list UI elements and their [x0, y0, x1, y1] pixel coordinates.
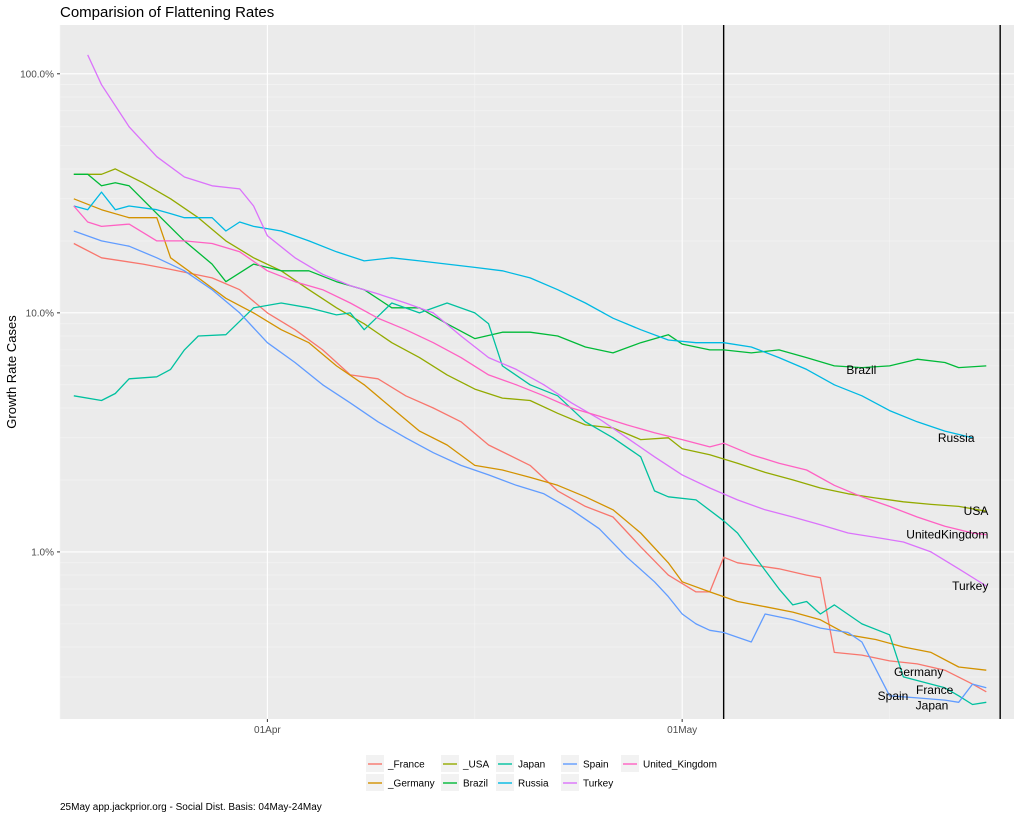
legend-label: Brazil — [463, 779, 488, 790]
chart-title: Comparision of Flattening Rates — [60, 4, 274, 21]
y-axis-title: Growth Rate Cases — [4, 315, 19, 429]
series-line-usa — [73, 168, 987, 512]
y-axis-ticks: 1.0% 10.0% 100.0% — [20, 69, 60, 558]
legend-label: Spain — [583, 760, 609, 771]
end-label-brazil: Brazil — [846, 363, 876, 377]
legend-label: Russia — [518, 779, 549, 790]
end-label-spain: Spain — [878, 689, 909, 703]
caption: 25May app.jackprior.org - Social Dist. B… — [60, 802, 322, 813]
legend-label: _USA — [462, 760, 489, 771]
end-label-unitedkingdom: UnitedKingdom — [906, 528, 988, 542]
x-tick-label: 01Apr — [254, 725, 281, 736]
series-line-russia — [73, 191, 973, 439]
end-label-turkey: Turkey — [952, 579, 988, 593]
series-line-spain — [73, 230, 987, 703]
reference-vlines — [722, 25, 1001, 719]
series-end-labels: France Germany USA Brazil Japan Russia Spain Tu… — [846, 363, 988, 712]
series-lines — [73, 54, 987, 706]
plot-panel — [60, 25, 1014, 719]
y-tick-label: 10.0% — [26, 308, 54, 319]
end-label-germany: Germany — [894, 665, 943, 679]
end-label-japan: Japan — [916, 698, 949, 712]
gridlines — [59, 25, 1014, 719]
y-tick-label: 100.0% — [20, 69, 54, 80]
series-line-france — [73, 242, 987, 693]
y-tick-label: 1.0% — [31, 547, 54, 558]
legend-label: Turkey — [583, 779, 613, 790]
series-line-germany — [73, 198, 987, 671]
end-label-russia: Russia — [938, 431, 975, 445]
x-axis-ticks: 01Apr 01May — [254, 719, 697, 736]
legend-label: Japan — [518, 760, 545, 771]
legend-label: _Germany — [387, 779, 435, 790]
x-tick-label: 01May — [667, 725, 697, 736]
legend: _France _Germany _USA Brazil Japan Russia Spai… — [366, 755, 717, 791]
end-label-france: France — [916, 683, 954, 697]
series-line-turkey — [87, 54, 987, 587]
end-label-usa: USA — [964, 504, 989, 518]
series-line-japan — [73, 302, 987, 706]
series-line-brazil — [73, 173, 987, 369]
legend-label: United_Kingdom — [643, 760, 717, 771]
legend-label: _France — [387, 760, 425, 771]
series-line-unitedkingdom — [73, 205, 987, 536]
